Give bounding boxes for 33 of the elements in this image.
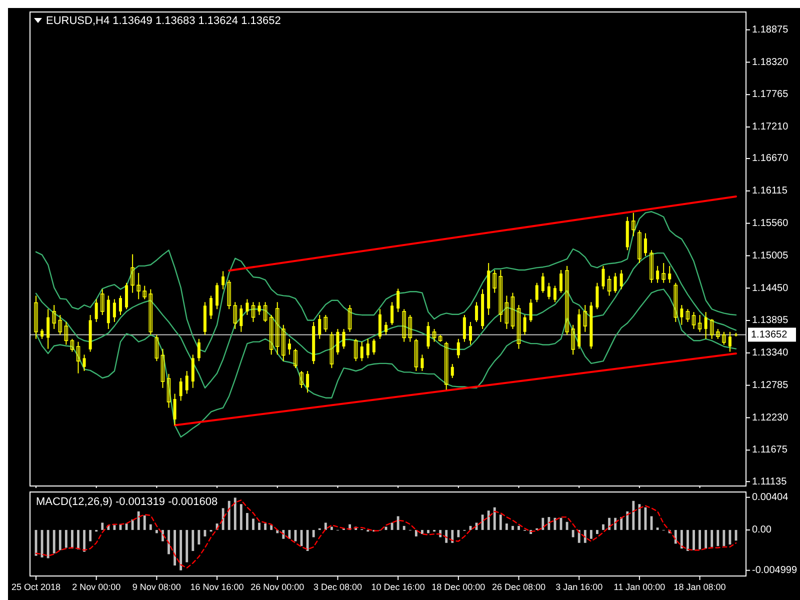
y-tick-label: 1.13895 [752, 315, 789, 326]
y-tick-label: 0.00 [752, 524, 772, 536]
chart-title: EURUSD,H4 1.13649 1.13683 1.13624 1.13652 [46, 15, 281, 27]
x-tick-label: 18 Dec 00:00 [432, 582, 486, 592]
x-tick-label: 11 Jan 00:00 [614, 582, 666, 592]
y-tick-label: 1.12230 [752, 412, 789, 424]
y-tick-label: 1.13340 [752, 348, 789, 359]
x-tick-label: 3 Jan 16:00 [556, 582, 603, 592]
y-tick-label: 1.16670 [752, 153, 789, 164]
y-tick-label: 1.12785 [752, 380, 789, 391]
y-tick-label: 1.18875 [752, 24, 789, 36]
y-tick-label: -0.004999 [752, 564, 798, 576]
x-tick-label: 16 Nov 16:00 [190, 582, 244, 592]
y-tick-label: 1.17210 [752, 122, 789, 133]
y-tick-label: 1.18320 [752, 56, 789, 68]
y-tick-label: 1.15005 [752, 250, 789, 262]
y-tick-label: 0.00404 [752, 492, 789, 503]
y-tick-label: 1.14450 [752, 282, 789, 294]
y-tick-label: 1.15560 [752, 218, 789, 229]
x-tick-label: 26 Dec 08:00 [492, 582, 546, 592]
y-tick-label: 1.11675 [752, 444, 788, 456]
x-tick-label: 3 Dec 08:00 [313, 582, 362, 592]
x-tick-label: 26 Nov 00:00 [250, 582, 304, 592]
chart-title: MACD(12,26,9) -0.001319 -0.001608 [36, 496, 218, 508]
x-tick-label: 9 Nov 08:00 [132, 582, 181, 592]
x-tick-label: 25 Oct 2018 [11, 582, 61, 592]
y-tick-label: 1.11135 [752, 476, 788, 488]
x-tick-label: 18 Jan 08:00 [674, 582, 726, 592]
y-tick-label: 1.16115 [752, 186, 788, 197]
y-tick-label: 1.17765 [752, 89, 789, 100]
ref-line-label: 1.13652 [751, 329, 788, 340]
x-tick-label: 10 Dec 16:00 [371, 582, 425, 592]
x-tick-label: 2 Nov 00:00 [72, 582, 121, 592]
